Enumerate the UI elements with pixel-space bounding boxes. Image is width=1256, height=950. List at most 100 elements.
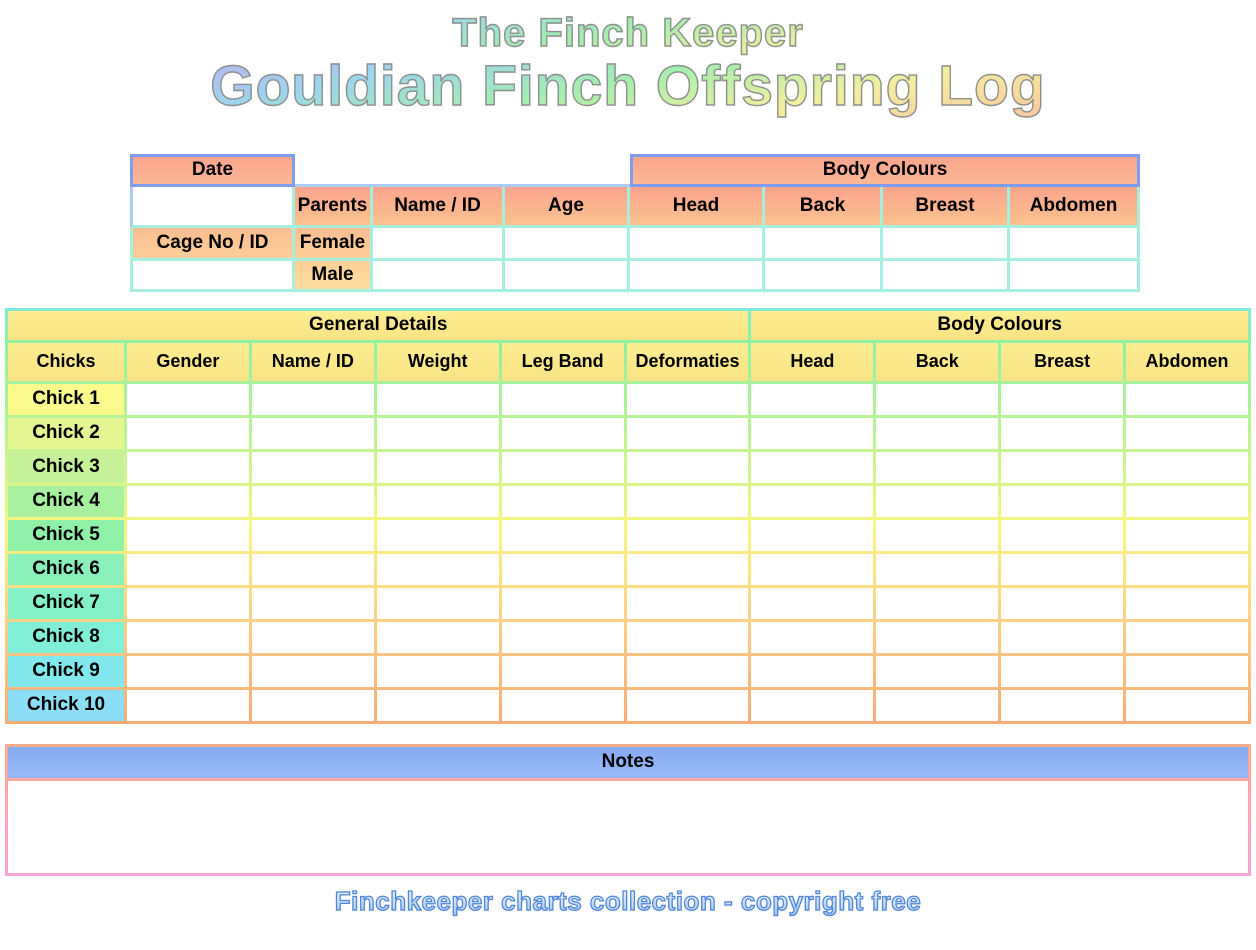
cage-no-value-cell xyxy=(130,260,295,292)
notes-body xyxy=(8,780,1248,873)
offspring-data-cell xyxy=(751,485,874,517)
offspring-data-cell xyxy=(1001,417,1124,449)
female-data-cell xyxy=(505,227,630,261)
offspring-data-cell xyxy=(127,451,249,483)
offspring-data-cell xyxy=(251,451,374,483)
offspring-data-cell xyxy=(251,621,374,653)
chick-label: Chick 2 xyxy=(8,417,124,449)
offspring-data-cell xyxy=(626,621,749,653)
female-data-cell xyxy=(1010,227,1140,261)
offspring-data-cell xyxy=(376,655,499,687)
offspring-data-cell xyxy=(376,587,499,619)
female-row-label: Female xyxy=(295,227,373,261)
offspring-data-cell xyxy=(751,655,874,687)
male-data-cell xyxy=(505,260,630,292)
footer-credit: Finchkeeper charts collection - copyrigh… xyxy=(0,885,1256,917)
column-header-gender: Gender xyxy=(127,342,249,381)
notes-header: Notes xyxy=(8,746,1248,778)
offspring-data-cell xyxy=(876,553,999,585)
offspring-data-cell xyxy=(626,417,749,449)
offspring-data-cell xyxy=(251,519,374,551)
offspring-data-cell xyxy=(127,417,249,449)
offspring-data-cell xyxy=(751,621,874,653)
offspring-data-cell xyxy=(376,485,499,517)
female-data-cell xyxy=(765,227,883,261)
parents-column-header: Name / ID xyxy=(373,186,505,228)
offspring-data-cell xyxy=(251,655,374,687)
male-row-label: Male xyxy=(295,260,373,292)
offspring-data-cell xyxy=(251,553,374,585)
offspring-table: General Details Body Colours Chicks Gend… xyxy=(5,307,1251,724)
offspring-data-cell xyxy=(751,553,874,585)
offspring-data-cell xyxy=(127,587,249,619)
offspring-data-cell xyxy=(1126,417,1248,449)
site-title: The Finch Keeper xyxy=(0,11,1256,56)
offspring-data-cell xyxy=(626,519,749,551)
general-details-header: General Details xyxy=(8,310,749,340)
offspring-data-cell xyxy=(1001,519,1124,551)
offspring-data-cell xyxy=(501,417,624,449)
offspring-data-cell xyxy=(1001,451,1124,483)
offspring-data-cell xyxy=(376,451,499,483)
female-data-cell xyxy=(630,227,765,261)
chick-label: Chick 4 xyxy=(8,485,124,517)
offspring-data-cell xyxy=(1001,621,1124,653)
offspring-data-cell xyxy=(1126,587,1248,619)
chick-label: Chick 3 xyxy=(8,451,124,483)
offspring-data-cell xyxy=(751,689,874,721)
parents-body-colours-header: Body Colours xyxy=(630,153,1140,187)
date-value-cell xyxy=(130,186,295,228)
page-title: Gouldian Finch Offspring Log xyxy=(0,54,1256,118)
chick-label: Chick 9 xyxy=(8,655,124,687)
offspring-data-cell xyxy=(376,689,499,721)
offspring-data-cell xyxy=(501,553,624,585)
offspring-data-cell xyxy=(751,417,874,449)
chick-label: Chick 6 xyxy=(8,553,124,585)
offspring-data-cell xyxy=(127,519,249,551)
offspring-data-cell xyxy=(501,587,624,619)
offspring-data-cell xyxy=(251,383,374,415)
offspring-data-cell xyxy=(127,655,249,687)
header-spacer xyxy=(295,153,630,187)
offspring-data-cell xyxy=(876,689,999,721)
chick-label: Chick 5 xyxy=(8,519,124,551)
offspring-data-cell xyxy=(501,655,624,687)
offspring-data-cell xyxy=(1126,689,1248,721)
parents-column-header: Head xyxy=(630,186,765,228)
offspring-data-cell xyxy=(501,383,624,415)
offspring-data-cell xyxy=(251,587,374,619)
offspring-data-cell xyxy=(1001,485,1124,517)
offspring-data-cell xyxy=(876,655,999,687)
offspring-data-cell xyxy=(251,485,374,517)
offspring-data-cell xyxy=(876,383,999,415)
offspring-data-cell xyxy=(751,519,874,551)
offspring-data-cell xyxy=(751,587,874,619)
offspring-data-cell xyxy=(1126,621,1248,653)
offspring-data-cell xyxy=(127,383,249,415)
column-header-abdomen: Abdomen xyxy=(1126,342,1248,381)
offspring-data-cell xyxy=(1001,383,1124,415)
chick-label: Chick 1 xyxy=(8,383,124,415)
offspring-data-cell xyxy=(876,621,999,653)
offspring-data-cell xyxy=(751,451,874,483)
offspring-data-cell xyxy=(501,451,624,483)
offspring-data-cell xyxy=(1126,519,1248,551)
notes-section: Notes xyxy=(5,743,1251,876)
offspring-data-cell xyxy=(501,485,624,517)
offspring-data-cell xyxy=(376,553,499,585)
offspring-data-cell xyxy=(626,689,749,721)
offspring-data-cell xyxy=(376,383,499,415)
offspring-data-cell xyxy=(127,689,249,721)
offspring-data-cell xyxy=(127,485,249,517)
date-header: Date xyxy=(130,153,295,187)
offspring-data-cell xyxy=(626,485,749,517)
offspring-data-cell xyxy=(251,689,374,721)
offspring-data-cell xyxy=(1126,553,1248,585)
offspring-data-cell xyxy=(626,553,749,585)
parents-column-header: Abdomen xyxy=(1010,186,1140,228)
column-header-head: Head xyxy=(751,342,874,381)
offspring-data-cell xyxy=(876,485,999,517)
offspring-data-cell xyxy=(1126,655,1248,687)
parents-column-header: Parents xyxy=(295,186,373,228)
